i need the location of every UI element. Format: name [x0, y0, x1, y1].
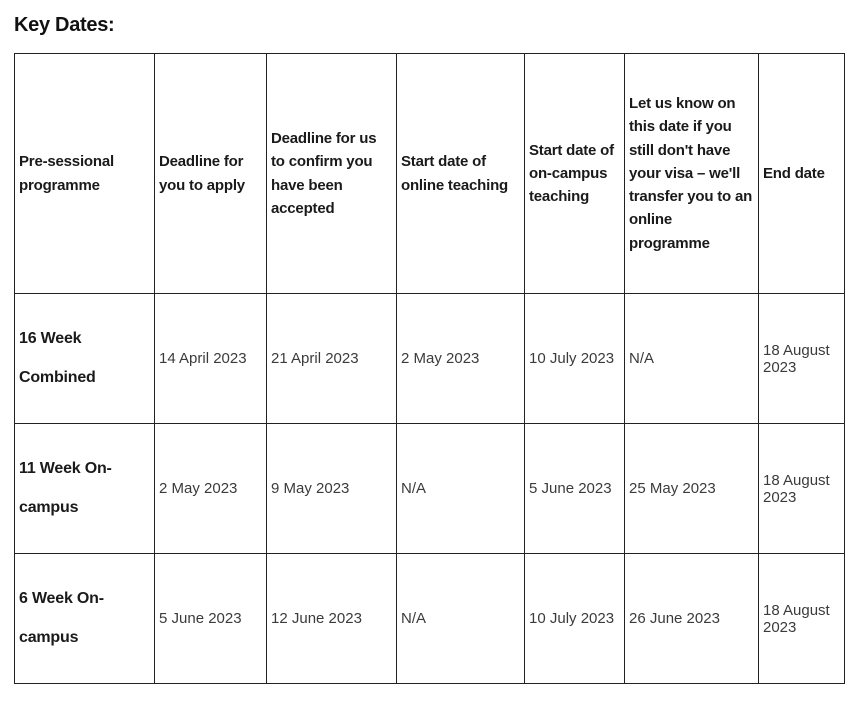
cell-programme: 16 Week Combined [15, 294, 155, 424]
key-dates-table: Pre-sessional programme Deadline for you… [14, 53, 845, 684]
cell-programme: 6 Week On-campus [15, 554, 155, 684]
col-campus-start: Start date of on-campus teaching [525, 54, 625, 294]
cell-programme: 11 Week On-campus [15, 424, 155, 554]
col-apply-deadline: Deadline for you to apply [155, 54, 267, 294]
cell-campus-start: 10 July 2023 [525, 554, 625, 684]
col-confirm-deadline: Deadline for us to confirm you have been… [267, 54, 397, 294]
page-title: Key Dates: [14, 14, 851, 37]
cell-end-date: 18 August 2023 [759, 424, 845, 554]
table-row: 6 Week On-campus 5 June 2023 12 June 202… [15, 554, 845, 684]
cell-confirm-deadline: 9 May 2023 [267, 424, 397, 554]
col-end-date: End date [759, 54, 845, 294]
cell-apply-deadline: 5 June 2023 [155, 554, 267, 684]
cell-apply-deadline: 14 April 2023 [155, 294, 267, 424]
cell-online-start: N/A [397, 424, 525, 554]
cell-online-start: N/A [397, 554, 525, 684]
table-row: 16 Week Combined 14 April 2023 21 April … [15, 294, 845, 424]
cell-confirm-deadline: 21 April 2023 [267, 294, 397, 424]
col-programme: Pre-sessional programme [15, 54, 155, 294]
cell-visa-date: 26 June 2023 [625, 554, 759, 684]
cell-confirm-deadline: 12 June 2023 [267, 554, 397, 684]
cell-end-date: 18 August 2023 [759, 554, 845, 684]
table-row: 11 Week On-campus 2 May 2023 9 May 2023 … [15, 424, 845, 554]
cell-apply-deadline: 2 May 2023 [155, 424, 267, 554]
col-online-start: Start date of online teaching [397, 54, 525, 294]
cell-visa-date: N/A [625, 294, 759, 424]
cell-campus-start: 10 July 2023 [525, 294, 625, 424]
cell-end-date: 18 August 2023 [759, 294, 845, 424]
cell-campus-start: 5 June 2023 [525, 424, 625, 554]
col-visa-date: Let us know on this date if you still do… [625, 54, 759, 294]
table-header-row: Pre-sessional programme Deadline for you… [15, 54, 845, 294]
cell-visa-date: 25 May 2023 [625, 424, 759, 554]
cell-online-start: 2 May 2023 [397, 294, 525, 424]
